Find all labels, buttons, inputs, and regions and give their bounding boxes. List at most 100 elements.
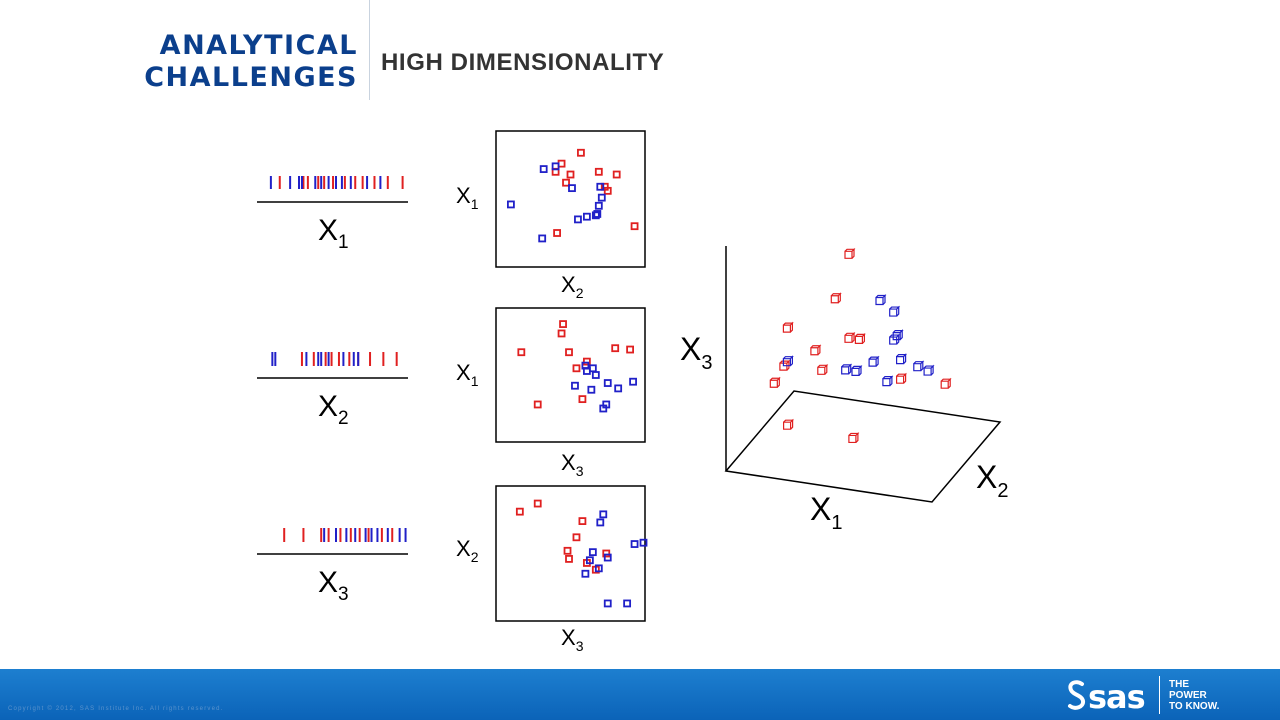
axis-label-x2: X2 bbox=[561, 272, 584, 301]
scatter-point-red bbox=[533, 499, 542, 508]
scatter-point-blue bbox=[639, 538, 648, 547]
sas-wordmark: sas bbox=[1088, 678, 1146, 716]
scatter-point-blue bbox=[596, 182, 605, 191]
scatter-point-blue bbox=[574, 215, 582, 224]
scatter-point-red bbox=[582, 357, 591, 366]
scatter-point-blue bbox=[551, 162, 560, 171]
cube-point-red bbox=[844, 247, 856, 259]
scatter-point-red bbox=[630, 222, 639, 231]
title-divider bbox=[369, 0, 370, 100]
cube-point-red bbox=[848, 432, 860, 444]
floor-plane-3d bbox=[724, 390, 1002, 503]
scatter-point-red bbox=[559, 320, 567, 328]
scatter-point-blue bbox=[506, 200, 515, 209]
scatter-point-blue bbox=[594, 564, 603, 573]
scatter-frame bbox=[495, 485, 646, 622]
cube-point-blue bbox=[889, 305, 901, 317]
axis-label-x1: X1 bbox=[810, 491, 842, 534]
scatter-point-blue bbox=[603, 553, 612, 562]
cube-point-red bbox=[782, 321, 794, 333]
cube-point-blue bbox=[882, 375, 894, 387]
scatter-point-red bbox=[565, 348, 573, 357]
sas-tagline: THE POWER TO KNOW. bbox=[1169, 679, 1219, 712]
scatter-point-blue bbox=[581, 569, 590, 578]
scatter-point-red bbox=[553, 229, 561, 237]
cube-point-red bbox=[940, 377, 952, 389]
axis-label-x1: X1 bbox=[456, 183, 479, 212]
scatter-point-blue bbox=[591, 371, 600, 379]
footer-bar: Copyright © 2012, SAS Institute Inc. All… bbox=[0, 669, 1280, 720]
scatter-point-blue bbox=[588, 548, 597, 557]
scatter-point-red bbox=[594, 167, 603, 176]
cube-point-blue bbox=[782, 355, 794, 367]
scatter-point-blue bbox=[587, 385, 596, 394]
scatter-point-blue bbox=[623, 599, 632, 608]
cube-point-red bbox=[817, 363, 829, 375]
axis-label-x1: X1 bbox=[456, 360, 479, 389]
scatter-point-blue bbox=[571, 381, 579, 390]
scatter-point-blue bbox=[630, 540, 639, 548]
scatter-point-red bbox=[565, 555, 573, 563]
slide-title-line2: CHALLENGES bbox=[144, 62, 358, 93]
scatter-point-red bbox=[517, 348, 526, 357]
tagline-line: THE bbox=[1169, 679, 1189, 690]
axis-label-x3: X3 bbox=[318, 566, 349, 605]
scatter-point-blue bbox=[599, 404, 608, 413]
axis-label-x2: X2 bbox=[318, 390, 349, 429]
tagline-line: POWER bbox=[1169, 690, 1207, 701]
sas-swirl-icon bbox=[1068, 680, 1086, 710]
scatter-point-red bbox=[562, 178, 570, 187]
cube-point-blue bbox=[923, 364, 935, 376]
scatter-point-red bbox=[572, 533, 581, 542]
copyright-text: Copyright © 2012, SAS Institute Inc. All… bbox=[8, 706, 224, 712]
axis-label-x3: X3 bbox=[561, 625, 584, 654]
cube-point-red bbox=[779, 359, 791, 371]
slide-title: ANALYTICAL CHALLENGES bbox=[110, 30, 358, 94]
scatter-point-red bbox=[572, 364, 581, 373]
cube-point-blue bbox=[841, 363, 853, 375]
scatter-frame bbox=[495, 130, 646, 268]
cube-point-red bbox=[783, 418, 795, 430]
cube-point-blue bbox=[896, 353, 908, 365]
slide-title-line1: ANALYTICAL bbox=[159, 30, 358, 61]
scatter-point-blue bbox=[568, 184, 576, 193]
scatter-point-blue bbox=[597, 193, 606, 202]
logo-separator bbox=[1159, 676, 1160, 714]
scatter-point-red bbox=[602, 549, 611, 558]
axis-label-x3: X3 bbox=[561, 450, 584, 479]
scatter-point-blue bbox=[585, 556, 594, 565]
sas-logo: sas THE POWER TO KNOW. bbox=[1066, 676, 1266, 716]
cube-point-red bbox=[810, 344, 822, 356]
scatter-point-red bbox=[563, 546, 572, 555]
cube-point-blue bbox=[868, 355, 880, 367]
scatter-frame bbox=[495, 307, 646, 443]
cube-point-red bbox=[769, 376, 781, 388]
scatter-point-red bbox=[611, 344, 620, 353]
scatter-point-blue bbox=[599, 510, 608, 519]
slide-subtitle: HIGH DIMENSIONALITY bbox=[381, 49, 665, 76]
cube-point-blue bbox=[875, 294, 887, 306]
axis-label-x1: X1 bbox=[318, 214, 349, 253]
scatter-point-blue bbox=[596, 518, 605, 527]
cube-point-blue bbox=[851, 364, 863, 376]
scatter-point-blue bbox=[629, 377, 637, 386]
scatter-point-red bbox=[515, 507, 524, 516]
scatter-point-blue bbox=[591, 211, 600, 220]
scatter-point-red bbox=[603, 186, 612, 195]
scatter-point-blue bbox=[539, 165, 548, 173]
scatter-point-blue bbox=[603, 599, 612, 608]
dimensionality-figure: X1 X2 X3 X1 X2 X1 X3 X2 X3 X3 X2 X1 bbox=[257, 130, 1008, 654]
tagline-line: TO KNOW. bbox=[1169, 701, 1220, 712]
scatter-point-red bbox=[557, 329, 566, 338]
scatter-point-blue bbox=[593, 210, 602, 218]
axis-label-x2: X2 bbox=[976, 459, 1008, 502]
cube-point-blue bbox=[889, 333, 901, 345]
scatter-point-blue bbox=[582, 212, 591, 221]
cube-point-red bbox=[896, 372, 908, 384]
cube-point-red bbox=[854, 332, 866, 344]
scatter-point-blue bbox=[594, 201, 603, 210]
scatter-point-blue bbox=[582, 367, 591, 375]
scatter-point-red bbox=[533, 400, 542, 409]
scatter-point-red bbox=[578, 395, 587, 404]
scatter-point-red bbox=[566, 170, 575, 179]
